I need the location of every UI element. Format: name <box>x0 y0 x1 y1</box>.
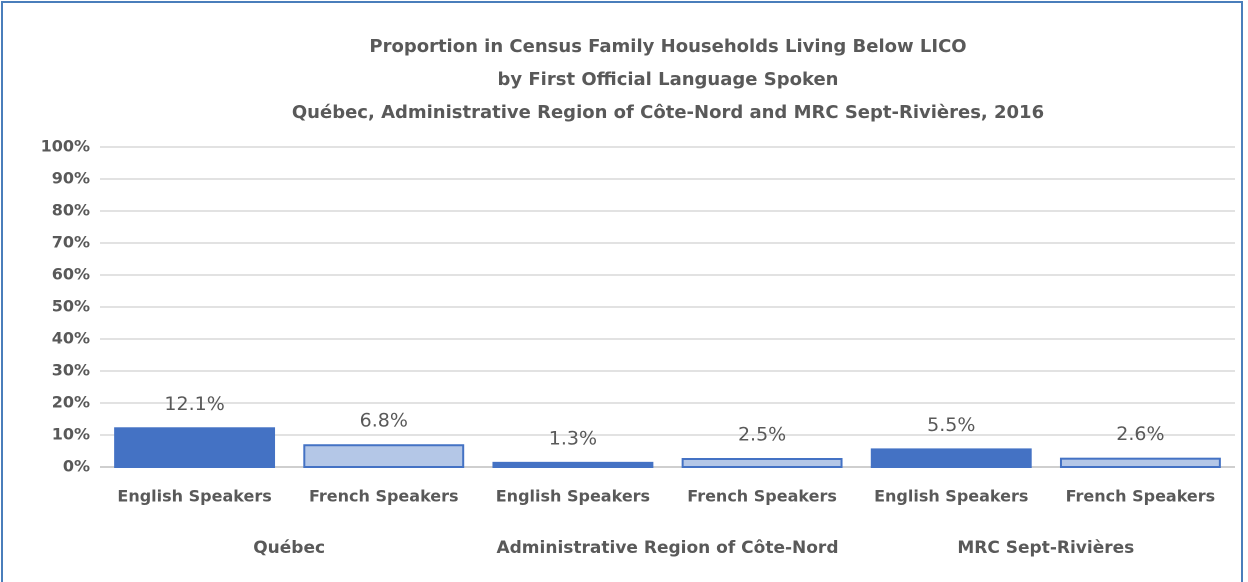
y-tick-label: 40% <box>52 329 90 348</box>
x-tick-label: English Speakers <box>496 487 650 506</box>
y-tick-label: 100% <box>41 137 90 156</box>
bar <box>114 427 276 468</box>
y-tick-label: 50% <box>52 297 90 316</box>
y-tick-label: 30% <box>52 361 90 380</box>
y-tick-label: 60% <box>52 265 90 284</box>
chart-title: Proportion in Census Family Households L… <box>369 36 966 57</box>
x-tick-label: French Speakers <box>309 487 459 506</box>
bar <box>303 444 465 468</box>
group-label: MRC Sept-Rivières <box>957 538 1135 558</box>
y-tick-label: 10% <box>52 425 90 444</box>
y-tick-label: 0% <box>63 457 90 476</box>
value-label: 2.6% <box>1116 423 1164 445</box>
bar <box>870 448 1032 468</box>
value-label: 2.5% <box>738 424 786 446</box>
x-tick-label: French Speakers <box>1066 487 1216 506</box>
y-tick-label: 70% <box>52 233 90 252</box>
chart-title: by First Official Language Spoken <box>498 69 839 90</box>
bar <box>492 461 654 468</box>
group-label: Québec <box>253 538 326 558</box>
x-tick-label: French Speakers <box>687 487 837 506</box>
group-label: Administrative Region of Côte-Nord <box>496 538 839 558</box>
y-tick-label: 90% <box>52 169 90 188</box>
chart-title: Québec, Administrative Region of Côte-No… <box>292 102 1044 123</box>
value-label: 5.5% <box>927 414 975 436</box>
value-label: 12.1% <box>164 393 224 415</box>
y-tick-label: 20% <box>52 393 90 412</box>
bar <box>681 458 843 468</box>
x-tick-label: English Speakers <box>874 487 1028 506</box>
value-label: 6.8% <box>360 410 408 432</box>
bar <box>1059 457 1221 468</box>
value-label: 1.3% <box>549 427 597 449</box>
x-tick-label: English Speakers <box>117 487 271 506</box>
y-tick-label: 80% <box>52 201 90 220</box>
